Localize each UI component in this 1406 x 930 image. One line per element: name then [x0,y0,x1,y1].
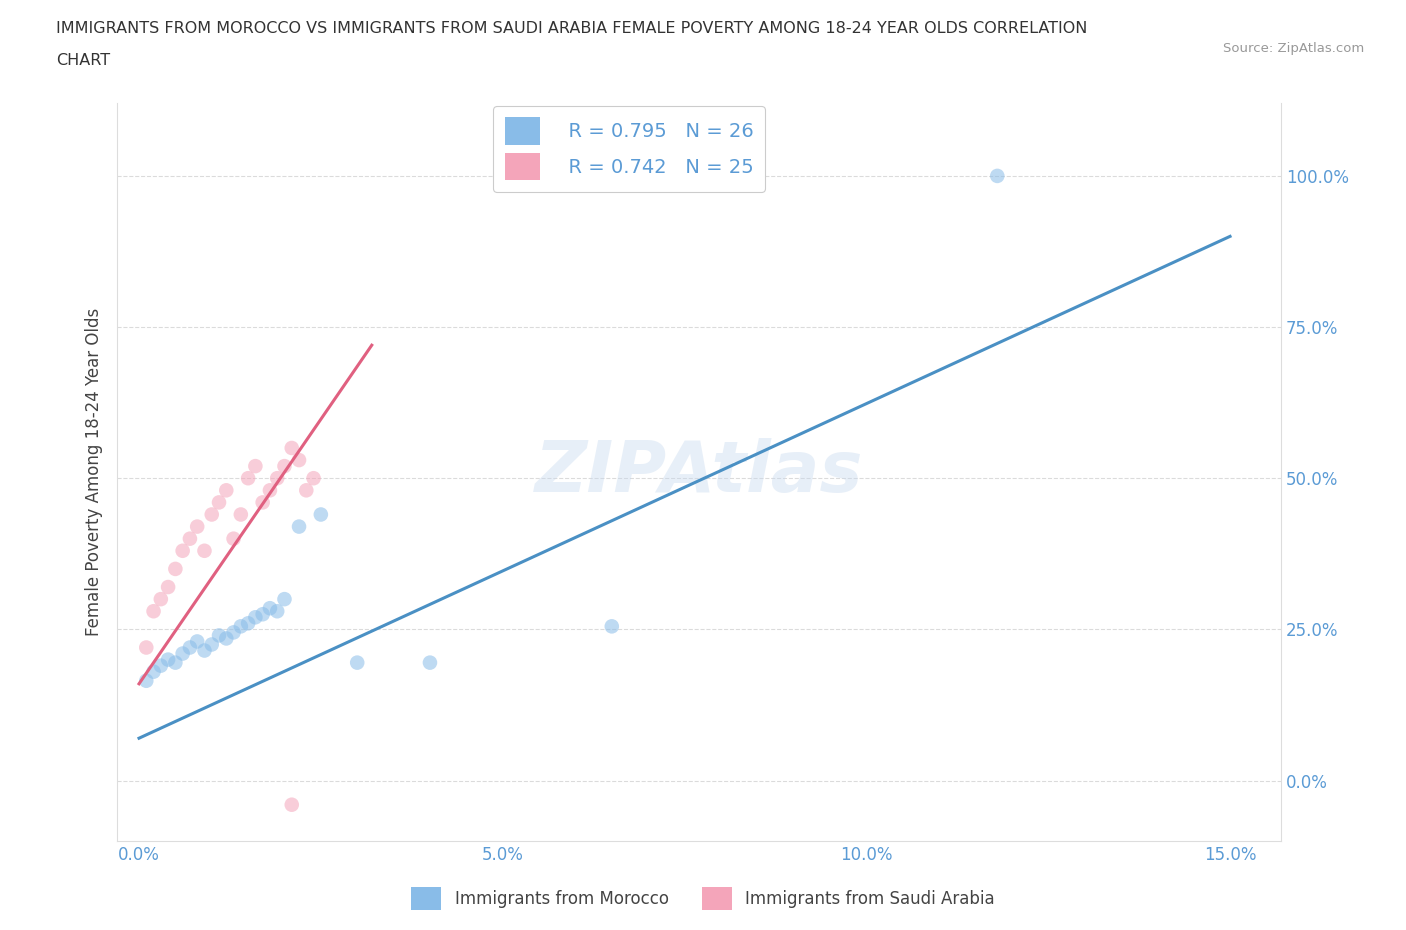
Point [346,656,368,671]
Text: Source: ZipAtlas.com: Source: ZipAtlas.com [1223,42,1364,55]
Point [266,471,288,485]
Point [245,458,267,473]
Point [273,591,295,606]
Point [135,673,157,688]
Point [208,495,231,510]
Point [172,543,194,558]
Point [157,652,180,667]
Point [157,579,180,594]
Point [193,543,215,558]
Point [142,664,165,679]
Text: CHART: CHART [56,53,110,68]
Point [295,483,318,498]
Legend:   R = 0.795   N = 26,   R = 0.742   N = 25: R = 0.795 N = 26, R = 0.742 N = 25 [494,106,765,192]
Point [222,531,245,546]
Point [201,507,224,522]
Point [259,483,281,498]
Point [149,591,172,606]
Legend: Immigrants from Morocco, Immigrants from Saudi Arabia: Immigrants from Morocco, Immigrants from… [405,880,1001,917]
Point [245,610,267,625]
Point [236,616,259,631]
Text: ZIPAtlas: ZIPAtlas [534,438,863,507]
Point [179,640,201,655]
Point [229,507,252,522]
Y-axis label: Female Poverty Among 18-24 Year Olds: Female Poverty Among 18-24 Year Olds [86,308,103,636]
Point [281,797,304,812]
Point [281,441,304,456]
Point [222,625,245,640]
Point [179,531,201,546]
Point [215,631,238,645]
Point [302,471,325,485]
Point [288,453,311,468]
Point [309,507,332,522]
Text: IMMIGRANTS FROM MOROCCO VS IMMIGRANTS FROM SAUDI ARABIA FEMALE POVERTY AMONG 18-: IMMIGRANTS FROM MOROCCO VS IMMIGRANTS FR… [56,21,1088,36]
Point [142,604,165,618]
Point [419,656,441,671]
Point [252,495,274,510]
Point [266,604,288,618]
Point [201,637,224,652]
Point [172,646,194,661]
Point [215,483,238,498]
Point [236,471,259,485]
Point [600,618,623,633]
Point [186,519,208,534]
Point [273,458,295,473]
Point [165,562,187,577]
Point [986,168,1008,183]
Point [259,601,281,616]
Point [252,606,274,621]
Point [193,643,215,658]
Point [149,658,172,673]
Point [288,519,311,534]
Point [135,640,157,655]
Point [165,656,187,671]
Point [208,628,231,643]
Point [186,634,208,649]
Point [229,618,252,633]
